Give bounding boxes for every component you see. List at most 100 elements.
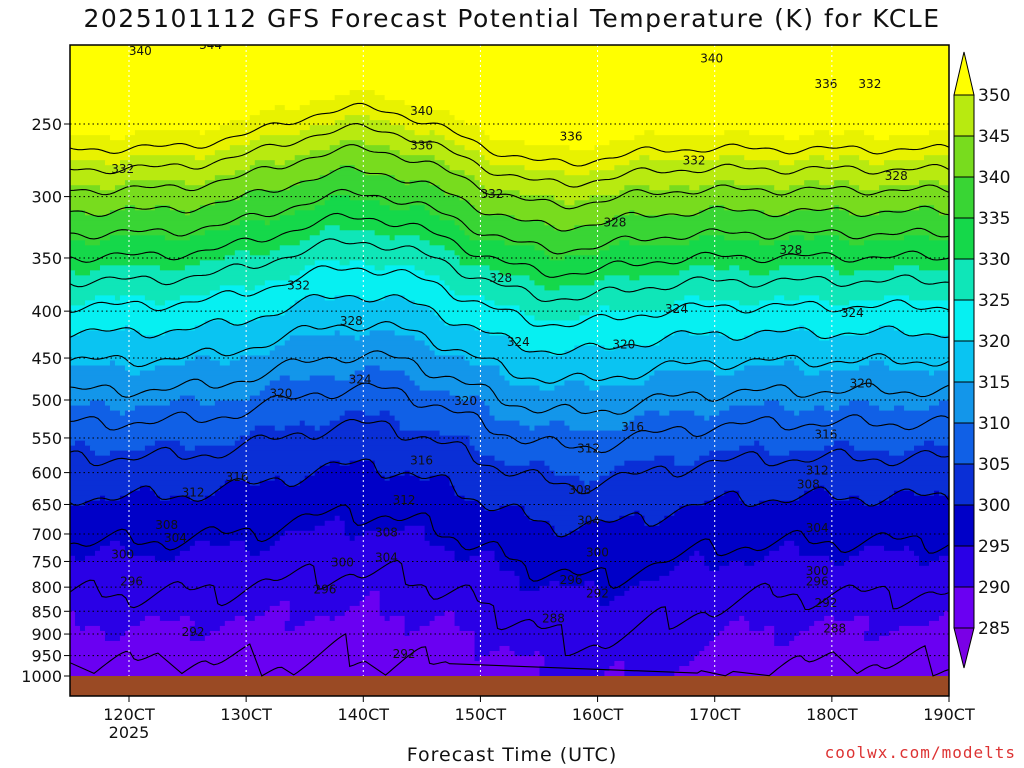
field-cell: [284, 530, 346, 537]
field-cell: [829, 555, 850, 562]
field-cell: [109, 135, 126, 141]
contour-label: 312: [182, 486, 205, 500]
field-cell: [70, 300, 86, 307]
colorbar-band: [954, 382, 974, 424]
field-cell: [84, 240, 101, 246]
y-tick-label: 300: [31, 188, 62, 207]
field-cell: [429, 130, 436, 136]
field-cell: [359, 335, 416, 342]
field-cell: [939, 180, 949, 186]
field-cell: [339, 330, 371, 337]
field-cell: [894, 405, 905, 412]
field-cell: [799, 410, 949, 417]
field-cell: [569, 145, 595, 151]
field-cell: [70, 345, 276, 352]
field-cell: [70, 170, 236, 176]
field-cell: [70, 180, 126, 186]
field-cell: [284, 105, 301, 111]
field-cell: [74, 620, 141, 627]
contour-label: 308: [568, 483, 591, 497]
field-cell: [124, 180, 186, 186]
field-cell: [234, 440, 471, 447]
contour-label: 292: [586, 587, 609, 601]
field-cell: [404, 125, 481, 131]
field-cell: [119, 540, 196, 547]
field-cell: [234, 170, 331, 176]
field-cell: [259, 135, 446, 141]
colorbar-band: [954, 423, 974, 465]
field-cell: [194, 540, 211, 547]
field-cell: [584, 380, 645, 387]
colorbar-band: [954, 136, 974, 178]
field-cell: [199, 205, 316, 211]
contour-line-348: [70, 123, 949, 188]
field-cell: [119, 495, 161, 502]
field-cell: [70, 160, 106, 166]
field-cell: [859, 365, 890, 372]
field-cell: [70, 140, 251, 146]
field-cell: [529, 460, 546, 467]
field-cell: [70, 45, 949, 51]
field-cell: [939, 555, 949, 562]
field-cell: [834, 495, 850, 502]
field-cell: [904, 450, 949, 457]
field-cell: [739, 300, 760, 307]
field-cell: [724, 490, 740, 497]
y-tick-label: 1000: [21, 667, 62, 686]
field-cell: [719, 565, 949, 572]
field-cell: [70, 200, 216, 206]
field-cell: [459, 195, 556, 201]
y-tick-label: 350: [31, 249, 62, 268]
field-cell: [869, 360, 885, 367]
field-cell: [824, 155, 840, 161]
field-cell: [469, 555, 496, 562]
field-cell: [449, 480, 586, 487]
field-cell: [70, 215, 281, 221]
field-cell: [764, 445, 825, 452]
field-cell: [70, 325, 126, 332]
colorbar-label: 310: [978, 414, 1010, 434]
field-cell: [744, 560, 755, 567]
credit-link[interactable]: coolwx.com/modelts: [824, 743, 1016, 762]
field-cell: [224, 620, 286, 627]
field-cell: [634, 135, 785, 141]
field-cell: [849, 495, 860, 502]
field-cell: [894, 325, 949, 332]
field-cell: [929, 235, 949, 241]
field-cell: [70, 400, 91, 407]
field-cell: [709, 640, 775, 647]
field-cell: [494, 455, 655, 462]
field-cell: [70, 510, 526, 517]
field-cell: [339, 415, 396, 422]
field-cell: [70, 660, 546, 667]
field-cell: [629, 210, 635, 216]
x-tick-label: 140CT: [338, 705, 390, 724]
field-cell: [70, 665, 541, 672]
field-cell: [494, 555, 690, 562]
field-cell: [154, 300, 166, 307]
field-cell: [219, 125, 311, 131]
field-cell: [70, 515, 336, 522]
field-cell: [294, 210, 431, 216]
field-cell: [70, 290, 211, 296]
field-cell: [304, 265, 376, 271]
field-cell: [609, 245, 949, 251]
field-cell: [354, 370, 406, 377]
field-cell: [70, 220, 241, 226]
field-cell: [334, 95, 386, 101]
field-cell: [284, 480, 301, 487]
field-cell: [229, 360, 471, 367]
field-cell: [70, 320, 206, 327]
colorbar-band: [954, 95, 974, 137]
field-cell: [409, 630, 476, 637]
field-cell: [154, 440, 181, 447]
colorbar-top-arrow: [953, 51, 975, 96]
field-cell: [839, 405, 880, 412]
x-tick-label: 130CT: [220, 705, 272, 724]
field-cell: [624, 670, 675, 677]
field-cell: [524, 310, 591, 317]
field-cell: [919, 555, 940, 562]
field-cell: [70, 210, 86, 216]
field-cell: [549, 465, 615, 472]
field-cell: [859, 550, 915, 557]
